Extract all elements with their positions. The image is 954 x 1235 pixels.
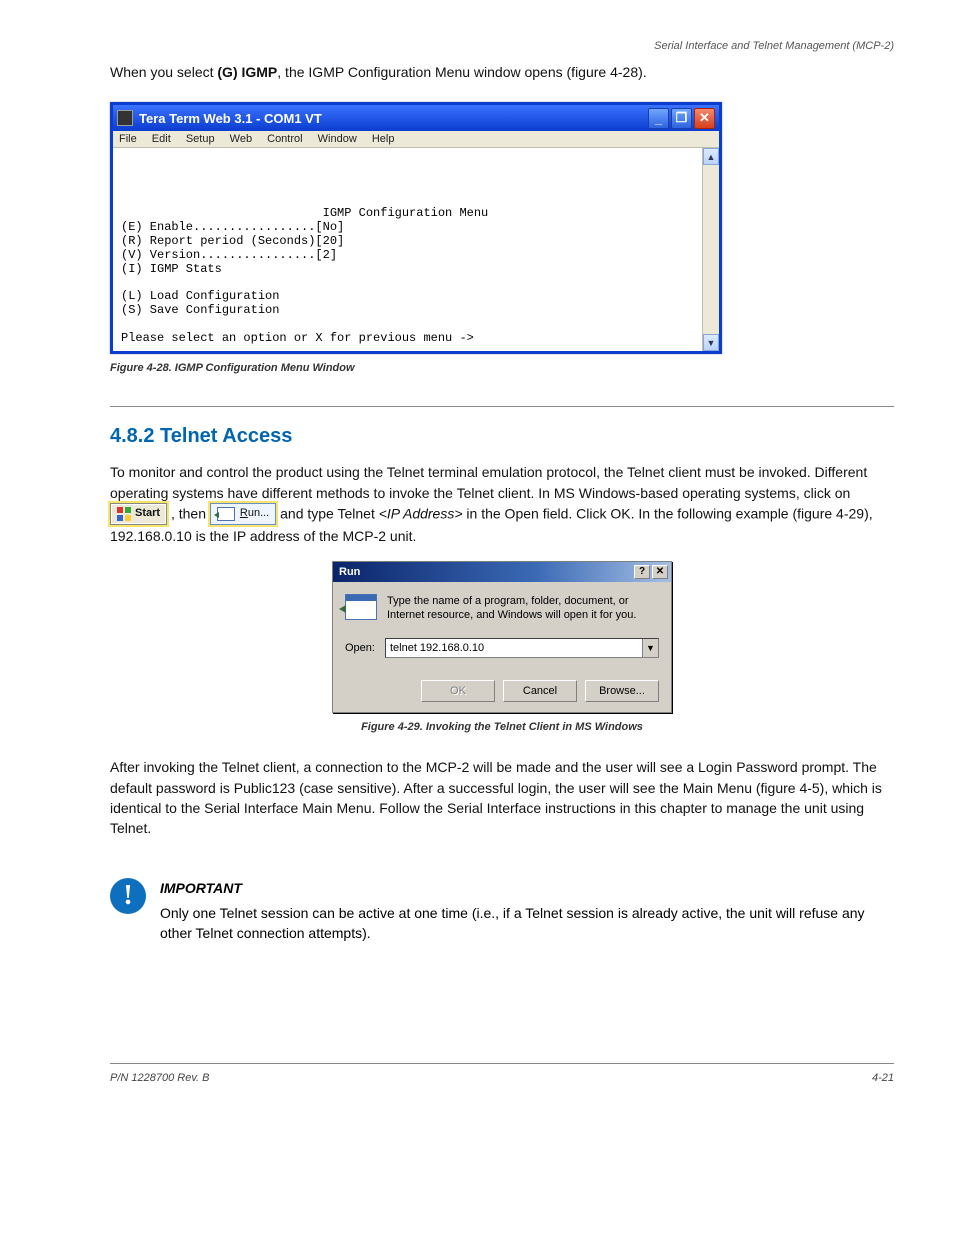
p1-a: To monitor and control the product using… [110,464,867,500]
open-combobox[interactable]: ▼ [385,638,659,658]
run-icon [217,507,235,521]
footer-left: P/N 1228700 Rev. B [110,1072,209,1084]
ip-placeholder: <IP Address> [379,505,463,521]
section-number: 4.8.2 [110,425,154,447]
start-button[interactable]: Start [110,503,167,525]
cancel-button[interactable]: Cancel [503,680,577,702]
menu-web[interactable]: Web [230,133,252,145]
start-label: Start [135,506,160,522]
telnet-paragraph-2: After invoking the Telnet client, a conn… [110,757,894,838]
teraterm-app-icon [117,110,133,126]
run-dialog: Run ? ✕ Type the name of a program, fold… [332,561,672,714]
run-close-button[interactable]: ✕ [652,565,668,579]
section-title: Telnet Access [154,425,292,447]
important-note: ! IMPORTANT Only one Telnet session can … [110,878,894,943]
windows-flag-icon [117,507,131,521]
teraterm-title-text: Tera Term Web 3.1 - COM1 VT [139,111,322,126]
run-dialog-description: Type the name of a program, folder, docu… [387,594,659,623]
scroll-down-button[interactable]: ▼ [703,334,719,351]
run-dialog-icon [345,594,377,620]
browse-button[interactable]: Browse... [585,680,659,702]
menu-window[interactable]: Window [318,133,357,145]
menu-setup[interactable]: Setup [186,133,215,145]
maximize-button[interactable]: ❐ [671,108,692,129]
intro-paragraph: When you select (G) IGMP, the IGMP Confi… [110,62,894,82]
scroll-up-button[interactable]: ▲ [703,148,719,165]
run-underline: R [240,507,248,519]
figure-caption-28: Figure 4-28. IGMP Configuration Menu Win… [110,362,894,374]
exclamation-icon: ! [110,878,146,914]
teraterm-menubar: File Edit Setup Web Control Window Help [113,131,719,148]
page-header: Serial Interface and Telnet Management (… [110,40,894,52]
section-heading: 4.8.2 Telnet Access [110,425,894,448]
menu-control[interactable]: Control [267,133,302,145]
close-button[interactable]: ✕ [694,108,715,129]
p1-b: , then [171,505,210,521]
terminal-output: IGMP Configuration Menu (E) Enable......… [113,148,702,351]
section-divider [110,406,894,407]
intro-text-1: When you select [110,64,217,80]
minimize-button[interactable]: _ [648,108,669,129]
menu-edit[interactable]: Edit [152,133,171,145]
intro-text-2: , the IGMP Configuration Menu window ope… [277,64,646,80]
run-dialog-titlebar[interactable]: Run ? ✕ [333,562,671,582]
important-label: IMPORTANT [160,880,242,896]
open-input[interactable] [386,639,642,657]
teraterm-titlebar[interactable]: Tera Term Web 3.1 - COM1 VT _ ❐ ✕ [113,105,719,131]
run-help-button[interactable]: ? [634,565,650,579]
telnet-paragraph-1: To monitor and control the product using… [110,462,894,546]
footer-divider [110,1063,894,1064]
teraterm-window: Tera Term Web 3.1 - COM1 VT _ ❐ ✕ File E… [110,102,722,354]
page-footer: P/N 1228700 Rev. B 4-21 [110,1072,894,1084]
open-label: Open: [345,642,375,654]
ok-button[interactable]: OK [421,680,495,702]
run-dialog-title: Run [339,566,360,578]
scrollbar[interactable]: ▲ ▼ [702,148,719,351]
figure-caption-29: Figure 4-29. Invoking the Telnet Client … [110,721,894,733]
run-menuitem[interactable]: Run... [210,503,276,525]
footer-right: 4-21 [872,1072,894,1084]
p1-c: and type Telnet [280,505,379,521]
open-dropdown-button[interactable]: ▼ [642,639,658,657]
intro-bold: (G) IGMP [217,64,277,80]
important-text: Only one Telnet session can be active at… [160,903,894,944]
menu-help[interactable]: Help [372,133,395,145]
menu-file[interactable]: File [119,133,137,145]
